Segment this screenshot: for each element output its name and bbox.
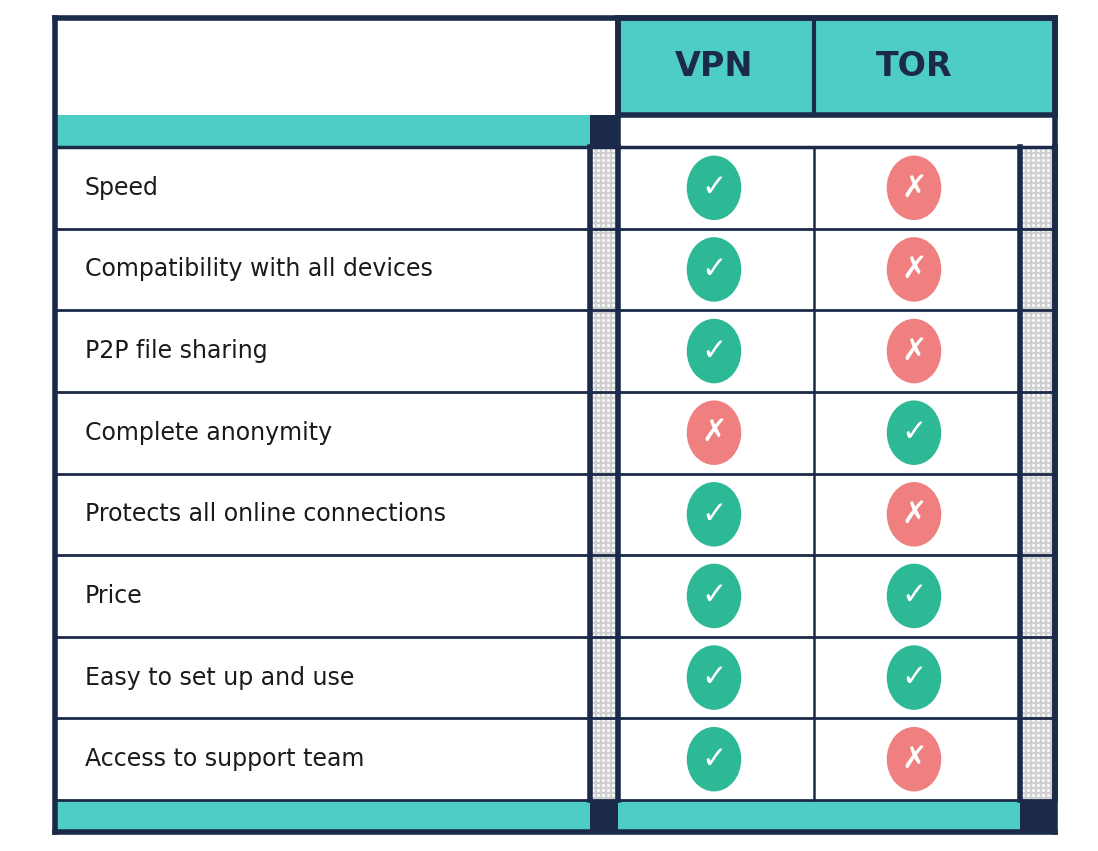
Ellipse shape (885, 398, 943, 466)
Text: ✓: ✓ (702, 745, 727, 774)
Text: P2P file sharing: P2P file sharing (85, 339, 268, 363)
FancyBboxPatch shape (618, 473, 1020, 555)
FancyBboxPatch shape (590, 800, 618, 832)
FancyBboxPatch shape (55, 555, 590, 637)
Ellipse shape (885, 725, 943, 793)
Text: ✗: ✗ (901, 745, 927, 774)
Ellipse shape (885, 643, 943, 711)
FancyBboxPatch shape (618, 18, 1055, 115)
Text: ✗: ✗ (901, 500, 927, 528)
Ellipse shape (885, 562, 943, 630)
Text: Complete anonymity: Complete anonymity (85, 420, 332, 445)
FancyBboxPatch shape (618, 555, 1020, 637)
FancyBboxPatch shape (55, 718, 590, 800)
FancyBboxPatch shape (1020, 800, 1055, 832)
Text: ✗: ✗ (901, 255, 927, 284)
Text: ✓: ✓ (702, 581, 727, 610)
FancyBboxPatch shape (590, 115, 618, 147)
Ellipse shape (885, 154, 943, 222)
Text: ✓: ✓ (702, 174, 727, 203)
FancyBboxPatch shape (590, 147, 618, 800)
Ellipse shape (685, 317, 743, 385)
Text: Access to support team: Access to support team (85, 747, 365, 771)
FancyBboxPatch shape (55, 115, 590, 147)
Text: Compatibility with all devices: Compatibility with all devices (85, 258, 433, 282)
Text: TOR: TOR (876, 50, 952, 83)
Text: ✗: ✗ (901, 336, 927, 366)
Text: Speed: Speed (85, 176, 159, 200)
FancyBboxPatch shape (618, 391, 1020, 473)
Text: ✓: ✓ (702, 663, 727, 692)
Text: Easy to set up and use: Easy to set up and use (85, 665, 355, 689)
FancyBboxPatch shape (55, 800, 1055, 832)
Text: ✓: ✓ (702, 336, 727, 366)
FancyBboxPatch shape (618, 311, 1020, 391)
Ellipse shape (685, 154, 743, 222)
Ellipse shape (885, 317, 943, 385)
Text: ✓: ✓ (901, 663, 927, 692)
Text: ✗: ✗ (901, 174, 927, 203)
Text: VPN: VPN (675, 50, 753, 83)
Text: ✓: ✓ (901, 581, 927, 610)
FancyBboxPatch shape (55, 311, 590, 391)
Ellipse shape (885, 236, 943, 304)
FancyBboxPatch shape (55, 229, 590, 311)
Text: ✓: ✓ (702, 255, 727, 284)
FancyBboxPatch shape (618, 637, 1020, 718)
Text: Price: Price (85, 584, 143, 608)
FancyBboxPatch shape (55, 637, 590, 718)
FancyBboxPatch shape (55, 391, 590, 473)
Text: ✓: ✓ (901, 418, 927, 447)
Ellipse shape (685, 725, 743, 793)
Text: ✓: ✓ (702, 500, 727, 528)
Ellipse shape (685, 236, 743, 304)
FancyBboxPatch shape (1020, 147, 1055, 800)
Text: Protects all online connections: Protects all online connections (85, 502, 446, 526)
FancyBboxPatch shape (618, 718, 1020, 800)
FancyBboxPatch shape (55, 473, 590, 555)
Ellipse shape (685, 562, 743, 630)
Ellipse shape (685, 643, 743, 711)
Text: ✗: ✗ (702, 418, 727, 447)
FancyBboxPatch shape (618, 147, 1020, 229)
Ellipse shape (685, 480, 743, 548)
Ellipse shape (685, 398, 743, 466)
FancyBboxPatch shape (618, 229, 1020, 311)
Ellipse shape (885, 480, 943, 548)
FancyBboxPatch shape (55, 147, 590, 229)
